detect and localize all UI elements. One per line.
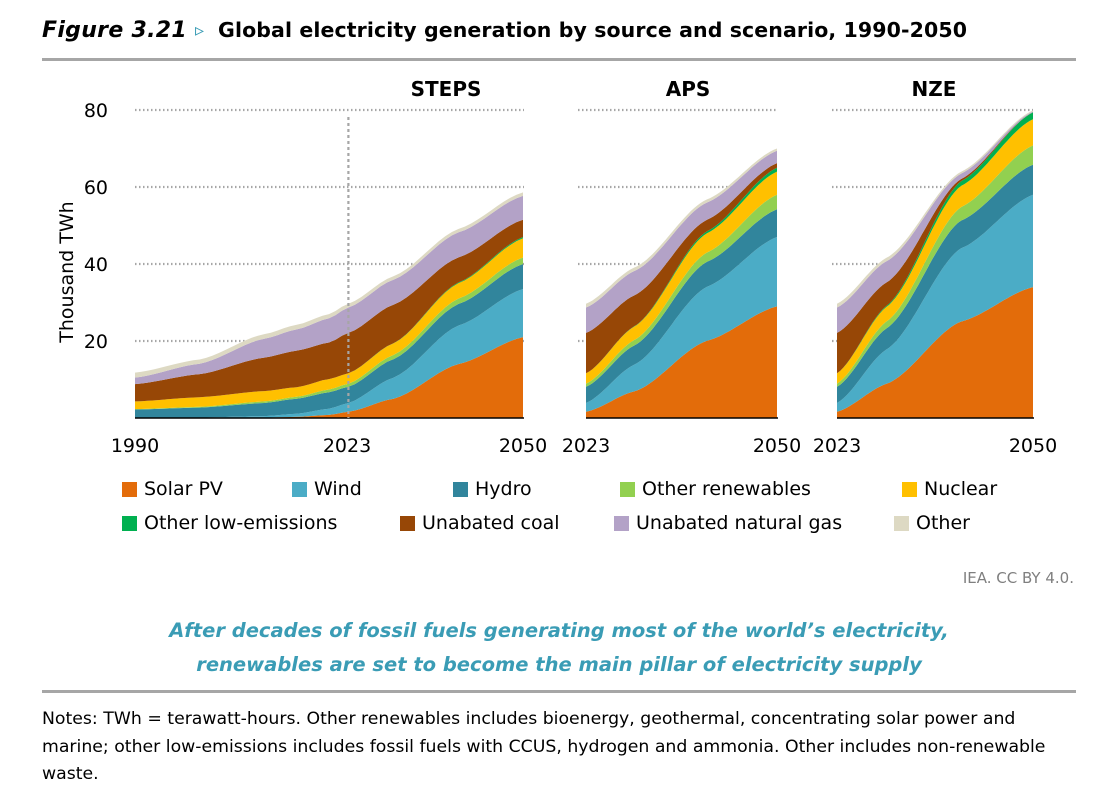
area-steps-solar-pv [135, 337, 523, 418]
legend-label: Other renewables [642, 478, 811, 500]
area-steps-wind [135, 289, 523, 418]
key-message-line: After decades of fossil fuels generating… [169, 619, 949, 642]
x-tick-label: 1990 [111, 435, 159, 457]
legend-item-unabated-coal: Unabated coal [400, 512, 560, 534]
legend-item-unabated-natural-gas: Unabated natural gas [614, 512, 842, 534]
notes-text: Notes: TWh = terawatt-hours. Other renew… [42, 709, 1046, 784]
legend-swatch [453, 481, 468, 497]
area-nze-other-renewables [837, 145, 1033, 387]
legend-swatch [122, 515, 137, 531]
x-tick-label: 2050 [1009, 435, 1057, 457]
area-nze-other [837, 110, 1033, 308]
area-steps-unabated-coal [135, 219, 523, 402]
legend-label: Unabated natural gas [636, 512, 843, 534]
legend-label: Nuclear [924, 478, 998, 500]
panel-title: APS [666, 77, 711, 101]
area-nze-wind [837, 194, 1033, 412]
legend-swatch [902, 481, 917, 497]
x-tick-label: 2050 [753, 435, 801, 457]
x-tick-label: 2050 [499, 435, 547, 457]
legend-item-wind: Wind [292, 478, 362, 500]
area-aps-other-renewables [586, 194, 777, 387]
legend-label: Hydro [475, 478, 532, 500]
area-nze-hydro [837, 164, 1033, 403]
chart-legend: Solar PV Wind Hydro Other renewables Nuclear… [122, 478, 1062, 548]
y-tick-label: 60 [84, 177, 108, 199]
legend-item-other-low-emissions: Other low-emissions [122, 512, 337, 534]
notes-divider [42, 690, 1076, 693]
key-message-line: renewables are set to become the main pi… [196, 653, 922, 676]
legend-item-nuclear: Nuclear [902, 478, 997, 500]
panel-title: NZE [912, 77, 957, 101]
legend-label: Other [916, 512, 970, 534]
area-aps-solar-pv [586, 306, 777, 418]
y-tick-label: 40 [84, 254, 108, 276]
area-aps-other [586, 148, 777, 308]
area-aps-hydro [586, 209, 777, 403]
x-tick-label: 2023 [813, 435, 861, 457]
legend-label: Wind [314, 478, 362, 500]
legend-swatch [614, 515, 629, 531]
figure-header: Figure 3.21 ▹ Global electricity generat… [42, 12, 1076, 48]
legend-swatch [292, 481, 307, 497]
y-axis-label: Thousand TWh [56, 201, 78, 343]
legend-swatch [894, 515, 909, 531]
chart-area: Thousand TWh 20 40 60 80 STEPS 1990 2023 2050 APS… [56, 77, 1057, 457]
header-divider [42, 58, 1076, 61]
figure-label: Figure 3.21 [42, 17, 187, 43]
y-tick-label: 20 [84, 331, 108, 353]
figure-arrow-icon: ▹ [195, 19, 205, 41]
legend-label: Unabated coal [422, 512, 560, 534]
area-aps-unabated-coal [586, 163, 777, 374]
x-tick-label: 2023 [562, 435, 610, 457]
figure-title: Global electricity generation by source … [218, 18, 968, 42]
legend-swatch [122, 481, 137, 497]
source-credit: IEA. CC BY 4.0. [962, 569, 1074, 587]
legend-item-other: Other [894, 512, 970, 534]
y-tick-label: 80 [84, 100, 108, 122]
key-message: After decades of fossil fuels generating… [42, 614, 1076, 682]
legend-item-solar-pv: Solar PV [122, 478, 223, 500]
legend-label: Solar PV [144, 478, 223, 500]
panel-title: STEPS [411, 77, 482, 101]
legend-label: Other low-emissions [144, 512, 338, 534]
area-nze-unabated-coal [837, 112, 1033, 374]
area-aps-nuclear [586, 171, 777, 384]
area-nze-unabated-natural-gas [837, 111, 1033, 333]
area-nze-solar-pv [837, 287, 1033, 418]
legend-item-other-renewables: Other renewables [620, 478, 811, 500]
area-aps-unabated-natural-gas [586, 150, 777, 333]
area-nze-nuclear [837, 119, 1033, 384]
legend-swatch [400, 515, 415, 531]
x-tick-label: 2023 [323, 435, 371, 457]
legend-item-hydro: Hydro [453, 478, 532, 500]
area-aps-wind [586, 237, 777, 412]
legend-swatch [620, 481, 635, 497]
